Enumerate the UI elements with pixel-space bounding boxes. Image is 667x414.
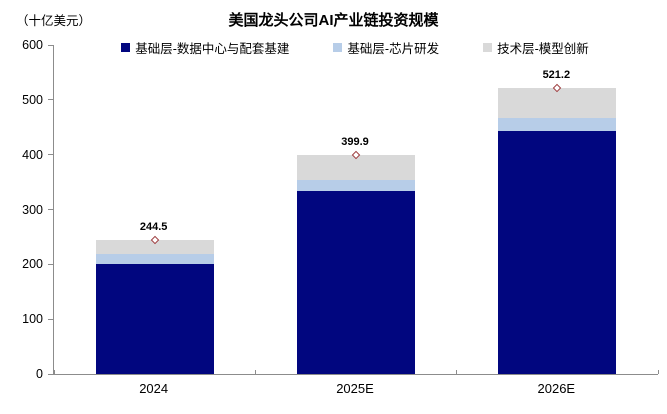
y-axis-tick	[48, 318, 53, 320]
legend-item: 技术层-模型创新	[483, 38, 589, 57]
bar-segment	[95, 239, 214, 254]
y-axis-tick-label: 200	[22, 257, 43, 272]
y-axis-tick-label: 400	[22, 147, 43, 162]
y-axis-tick-label: 100	[22, 312, 43, 327]
legend-label: 基础层-芯片研发	[347, 41, 440, 56]
bar-segment	[297, 179, 415, 191]
y-axis-tick	[48, 154, 53, 156]
y-axis-tick	[48, 263, 53, 265]
x-axis-tick	[456, 370, 458, 374]
legend-swatch	[333, 42, 343, 52]
x-category-label: 2025E	[336, 381, 374, 396]
bar-segment	[498, 88, 617, 119]
y-axis-unit-label: （十亿美元）	[16, 14, 92, 28]
bar-segment	[95, 264, 214, 374]
total-value-label: 244.5	[139, 220, 168, 233]
y-axis-tick-label: 600	[22, 38, 43, 52]
total-value-label: 399.9	[341, 135, 369, 148]
y-axis-tick-label: 0	[36, 367, 43, 381]
bar-segment	[297, 190, 415, 374]
legend-label: 技术层-模型创新	[497, 41, 589, 56]
bar-2024	[95, 239, 214, 374]
y-axis-tick-label: 500	[22, 92, 43, 107]
x-category-label: 2024	[139, 381, 169, 396]
legend: 基础层-数据中心与配套基建 基础层-芯片研发 技术层-模型创新	[53, 38, 657, 57]
bar-segment	[498, 118, 617, 132]
legend-item: 基础层-芯片研发	[333, 38, 439, 57]
x-category-label: 2026E	[537, 381, 576, 396]
y-axis-tick	[48, 44, 53, 46]
bar-segment	[498, 131, 617, 374]
bar-segment	[95, 253, 214, 265]
plot-area	[48, 44, 659, 375]
x-axis-tick	[254, 370, 256, 374]
legend-swatch	[121, 42, 131, 52]
bar-2025E	[297, 154, 415, 374]
y-axis-tick	[48, 209, 53, 210]
chart-title: 美国龙头公司AI产业链投资规模	[228, 12, 439, 29]
total-value-label: 521.2	[542, 69, 571, 82]
y-axis-tick	[48, 99, 53, 101]
x-axis-tick	[657, 370, 659, 374]
x-axis-tick	[53, 370, 55, 374]
y-axis-tick-label: 300	[22, 202, 43, 217]
legend-item: 基础层-数据中心与配套基建	[121, 38, 289, 57]
bar-2026E	[498, 88, 617, 374]
y-axis-tick	[48, 373, 53, 375]
legend-swatch	[483, 42, 493, 52]
legend-label: 基础层-数据中心与配套基建	[135, 41, 290, 56]
